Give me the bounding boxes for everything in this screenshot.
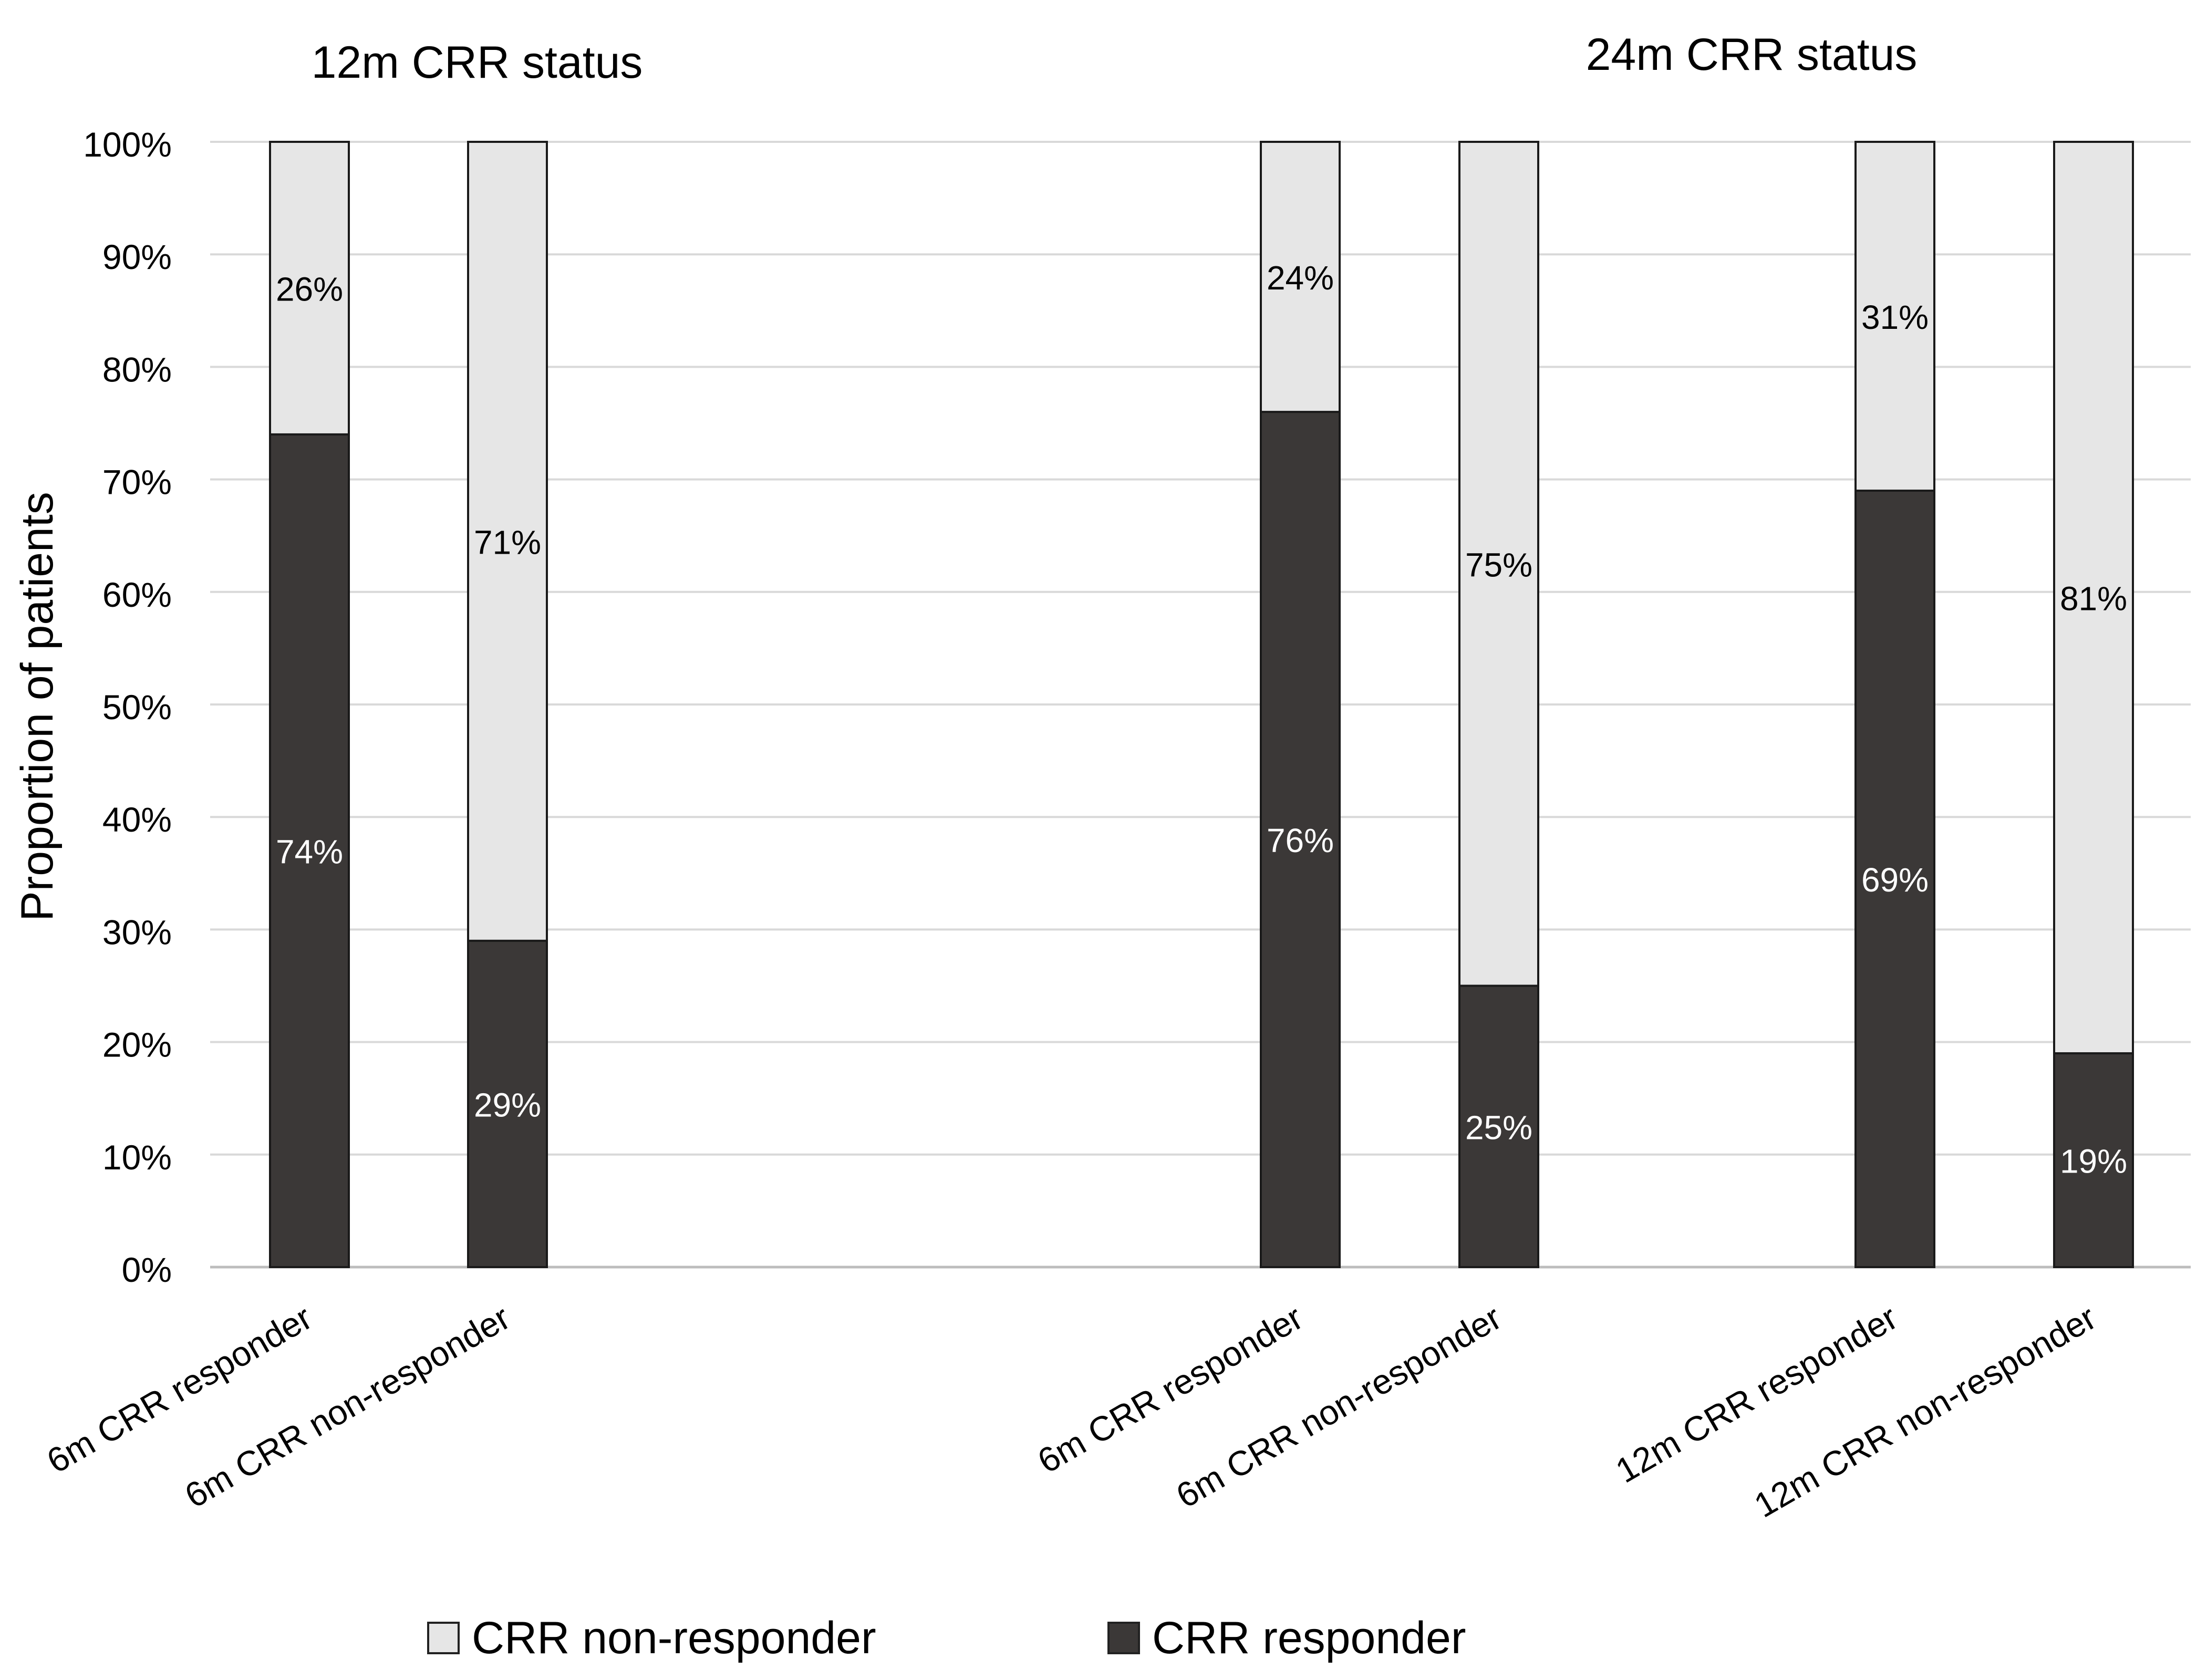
- y-tick-label: 50%: [102, 688, 172, 727]
- panel-title-24m: 24m CRR status: [1586, 29, 1918, 80]
- y-tick-label: 20%: [102, 1025, 172, 1064]
- data-label-responder: 19%: [2060, 1143, 2127, 1180]
- bars: 74% 26% 29% 71% 76% 24% 25% 75% 69% 31% 19% 81%: [269, 141, 2134, 1269]
- bar-segment-non-responder: [1854, 141, 1935, 492]
- data-label-non-responder: 75%: [1465, 546, 1532, 584]
- y-tick-label: 70%: [102, 463, 172, 502]
- bar-segment-responder: [1260, 411, 1341, 1269]
- y-tick-label: 60%: [102, 575, 172, 614]
- data-label-responder: 29%: [474, 1086, 541, 1124]
- data-label-responder: 76%: [1267, 822, 1334, 859]
- data-label-responder: 25%: [1465, 1108, 1532, 1146]
- y-tick-label: 0%: [122, 1250, 172, 1289]
- y-tick-label: 40%: [102, 800, 172, 839]
- y-tick-label: 90%: [102, 237, 172, 276]
- bar-segment-non-responder: [2053, 141, 2134, 1055]
- y-tick-label: 80%: [102, 350, 172, 389]
- data-label-non-responder: 24%: [1267, 259, 1334, 297]
- y-tick-label: 100%: [83, 125, 172, 164]
- x-tick-label: 6m CRR non-responder: [1169, 1298, 1508, 1515]
- data-label-non-responder: 31%: [1861, 298, 1929, 336]
- legend-label-responder: CRR responder: [1152, 1613, 1466, 1663]
- bar-segment-responder: [467, 939, 548, 1268]
- y-tick-label: 10%: [102, 1138, 172, 1177]
- bar-segment-responder: [2053, 1052, 2134, 1269]
- legend-swatch-non-responder: [427, 1622, 460, 1654]
- data-label-non-responder: 71%: [474, 523, 541, 561]
- y-axis-label: Proportion of patients: [12, 492, 63, 921]
- data-label-non-responder: 81%: [2060, 580, 2127, 618]
- legend: CRR non-responder CRR responder: [427, 1613, 1466, 1663]
- y-tick-label: 30%: [102, 912, 172, 951]
- bar-segment-responder: [1458, 984, 1539, 1268]
- bar-segment-responder: [269, 433, 350, 1268]
- bar-segment-non-responder: [1260, 141, 1341, 413]
- bar-segment-non-responder: [1458, 141, 1539, 987]
- legend-swatch-responder: [1107, 1622, 1140, 1654]
- x-tick-label: 6m CRR non-responder: [178, 1298, 516, 1515]
- legend-label-non-responder: CRR non-responder: [472, 1613, 876, 1663]
- bar-segment-non-responder: [467, 141, 548, 942]
- x-tick-label: 12m CRR non-responder: [1747, 1298, 2102, 1525]
- panel-title-12m: 12m CRR status: [312, 37, 643, 88]
- data-label-responder: 69%: [1861, 861, 1929, 899]
- data-label-responder: 74%: [276, 833, 343, 870]
- bar-segment-responder: [1854, 490, 1935, 1268]
- bar-segment-non-responder: [269, 141, 350, 435]
- data-label-non-responder: 26%: [276, 270, 343, 308]
- y-axis: 0% 10% 20% 30% 40% 50% 60% 70% 80% 90% 100%: [83, 125, 172, 1289]
